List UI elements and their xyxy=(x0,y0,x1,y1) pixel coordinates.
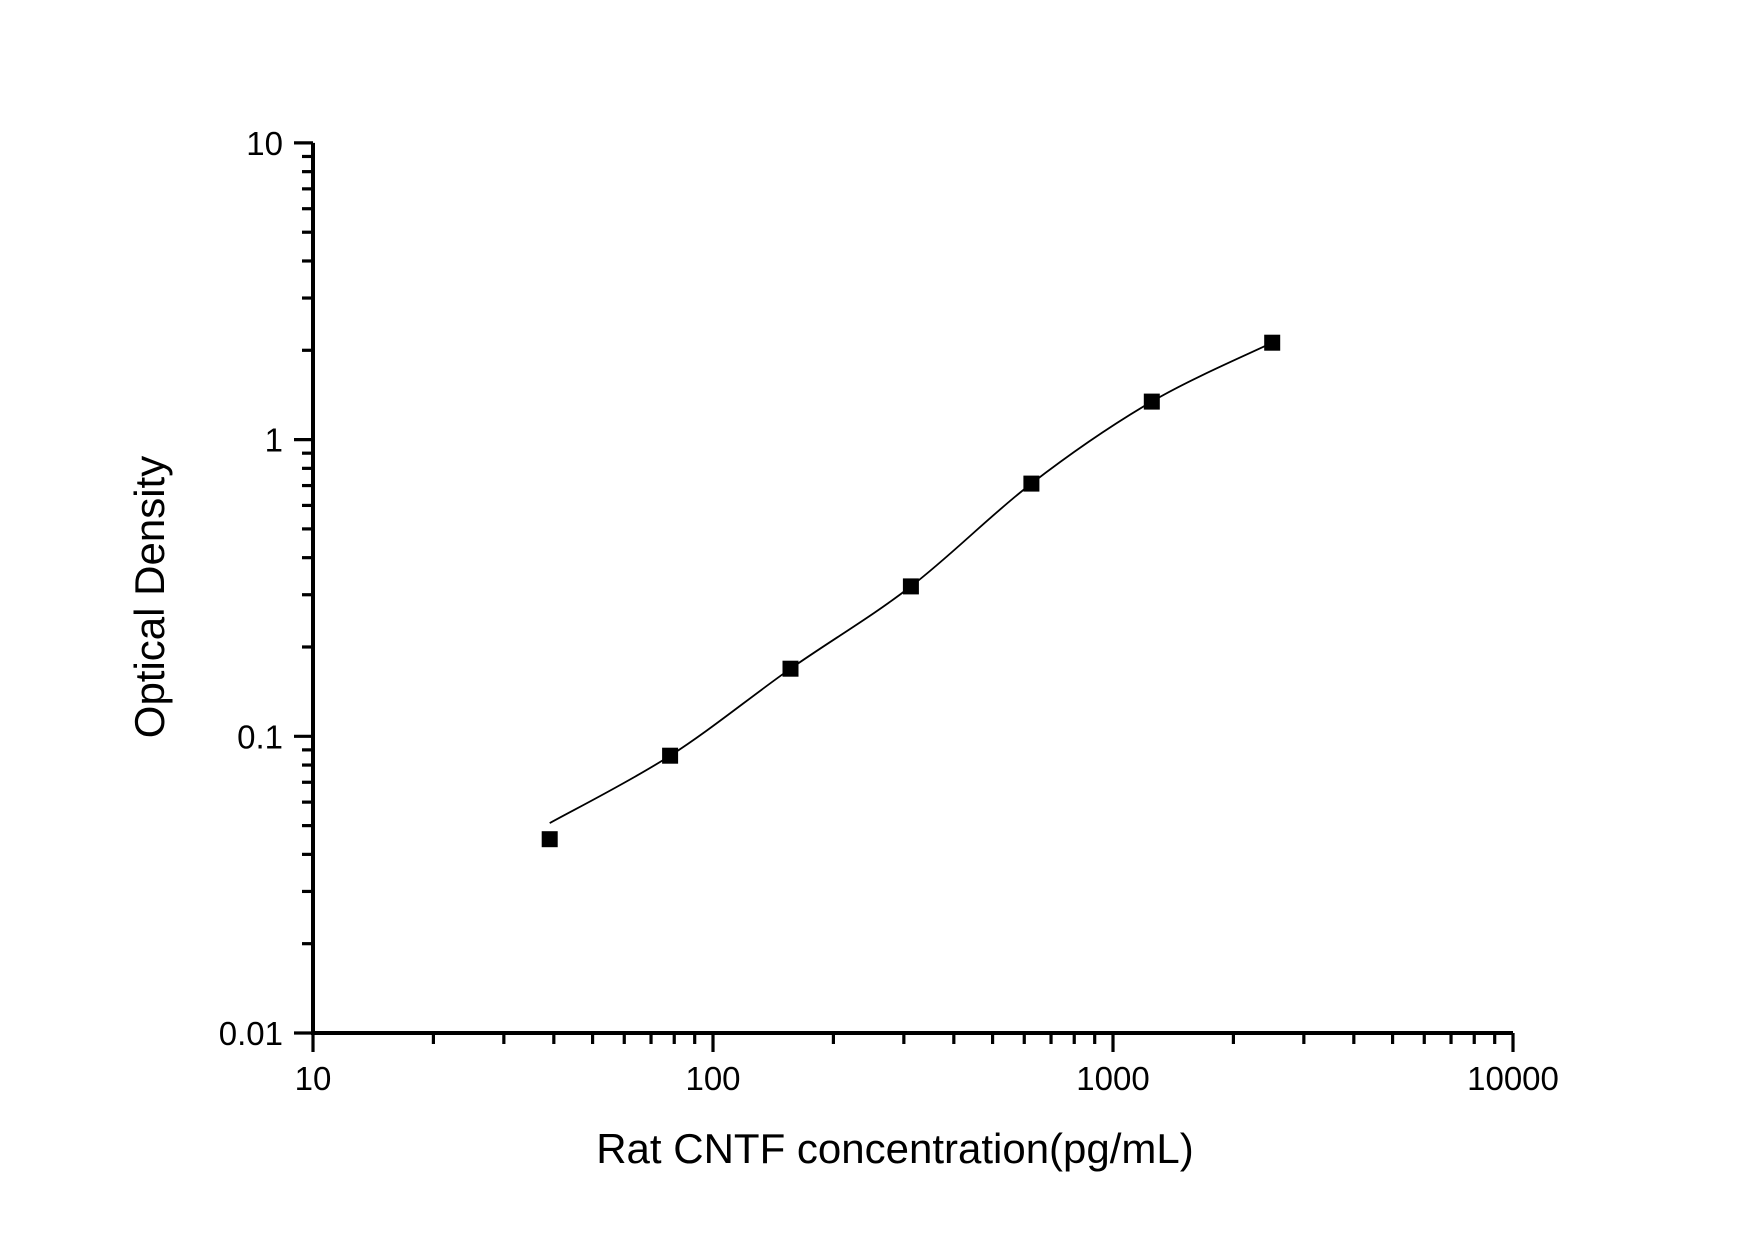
y-axis-title: Optical Density xyxy=(126,456,173,738)
axis-ticks xyxy=(294,141,1515,1052)
x-tick-label: 10000 xyxy=(1467,1060,1559,1097)
data-point-marker xyxy=(541,831,558,848)
axis-tick-labels: 10 100 1000 10000 0.01 0.1 1 10 xyxy=(219,125,1559,1097)
data-point-marker xyxy=(1023,475,1040,492)
data-point-markers xyxy=(541,334,1281,848)
data-point-marker xyxy=(902,578,919,595)
y-tick-label: 10 xyxy=(246,125,283,162)
x-axis-title: Rat CNTF concentration(pg/mL) xyxy=(596,1125,1194,1172)
data-point-marker xyxy=(1264,334,1281,351)
y-tick-label: 0.01 xyxy=(219,1015,283,1052)
x-tick-label: 100 xyxy=(685,1060,740,1097)
x-tick-label: 10 xyxy=(295,1060,332,1097)
data-point-marker xyxy=(1143,393,1160,410)
y-tick-label: 0.1 xyxy=(237,718,283,755)
x-tick-label: 1000 xyxy=(1076,1060,1149,1097)
data-point-marker xyxy=(662,747,679,764)
y-tick-label: 1 xyxy=(265,422,283,459)
data-point-marker xyxy=(782,660,799,677)
